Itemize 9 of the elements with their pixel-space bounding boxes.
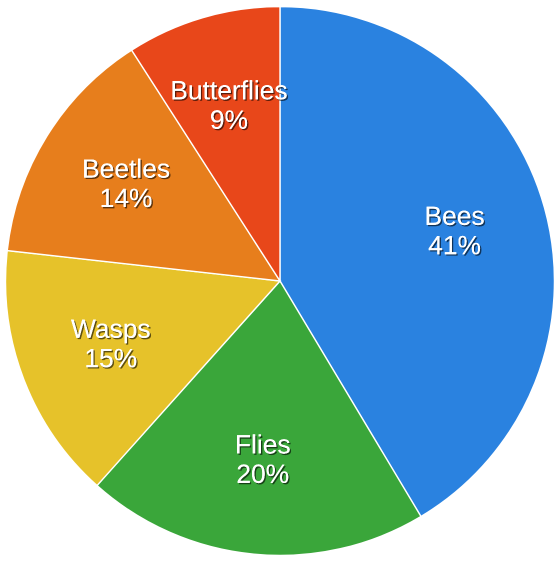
slice-label: Beetles	[84, 158, 171, 180]
slice-label: Flies	[237, 434, 292, 456]
data-label: 14%	[102, 188, 153, 209]
slice-label: Bees	[426, 206, 486, 227]
data-label: 9%	[211, 110, 248, 130]
slice-label: Wasps	[71, 320, 152, 345]
data-label: 15%	[86, 348, 138, 369]
data-label: 41%	[428, 236, 482, 256]
data-label: 20%	[238, 464, 290, 484]
